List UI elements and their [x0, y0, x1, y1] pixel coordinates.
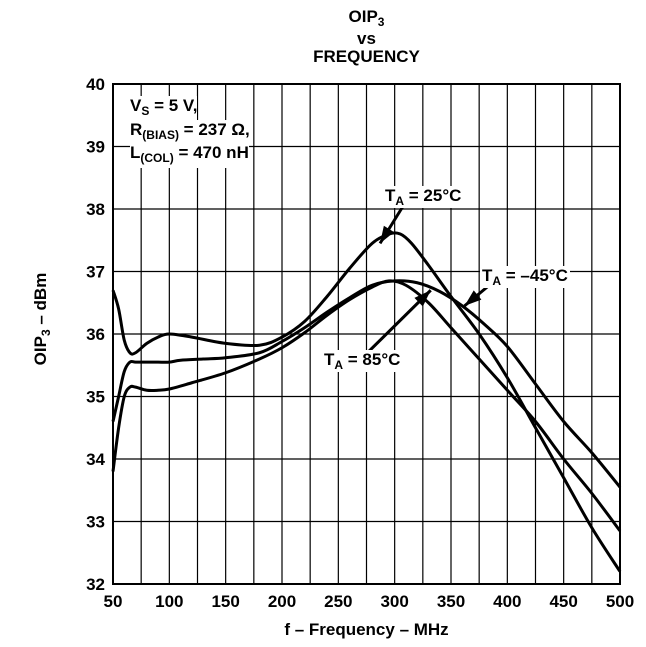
series-label-85c-sub: A — [334, 358, 344, 372]
y-tick-label: 38 — [86, 200, 105, 219]
y-axis-label-sub: 3 — [39, 329, 53, 337]
y-tick-label: 40 — [86, 75, 105, 94]
y-axis-label-suffix: – dBm — [31, 272, 50, 330]
condition-rbias-rest: = 237 Ω, — [178, 120, 250, 139]
condition-lcol: L(COL) = 470 nH — [130, 143, 249, 168]
condition-vs: VS = 5 V, — [130, 96, 198, 121]
condition-rbias-main: R — [130, 120, 143, 139]
x-tick-label: 50 — [104, 592, 123, 611]
x-tick-label: 150 — [211, 592, 239, 611]
y-tick-label: 33 — [86, 513, 105, 532]
title-vs: vs — [357, 29, 376, 48]
x-tick-label: 100 — [155, 592, 183, 611]
title-oip-sub: 3 — [377, 15, 385, 29]
y-axis-label-main: OIP — [31, 336, 50, 366]
series-label-minus45c: TA = –45°C — [480, 266, 570, 288]
series-label-25c-sub: A — [395, 194, 405, 208]
series-label-25c-main: T — [385, 186, 396, 205]
x-tick-label: 300 — [380, 592, 408, 611]
series-line-2 — [111, 279, 622, 532]
condition-vs-sub: S — [141, 104, 150, 118]
condition-vs-rest: = 5 V, — [149, 96, 198, 115]
series-label-85c: TA = 85°C — [322, 350, 403, 372]
x-tick-label: 350 — [437, 592, 465, 611]
chart-title-line3: FREQUENCY — [113, 48, 620, 66]
title-frequency: FREQUENCY — [313, 47, 420, 66]
annotation-arrow-head-0 — [380, 225, 395, 244]
condition-rbias-sub: (BIAS) — [142, 128, 179, 142]
series-label-minus45c-main: T — [482, 266, 493, 285]
series-label-25c-rest: = 25°C — [404, 186, 462, 205]
y-tick-label: 35 — [86, 388, 105, 407]
chart-title-line1: OIP3 — [113, 8, 620, 31]
y-tick-label: 32 — [86, 575, 105, 594]
condition-lcol-sub: (COL) — [140, 151, 174, 165]
series-label-85c-rest: = 85°C — [343, 350, 401, 369]
series-label-85c-main: T — [324, 350, 335, 369]
condition-rbias: R(BIAS) = 237 Ω, — [130, 120, 250, 145]
x-tick-label: 250 — [324, 592, 352, 611]
plot-frame — [112, 83, 621, 585]
series-label-minus45c-rest: = –45°C — [501, 266, 568, 285]
series-label-minus45c-sub: A — [492, 274, 502, 288]
y-tick-label: 36 — [86, 325, 105, 344]
annotation-arrow-head-2 — [414, 290, 431, 307]
y-tick-label: 37 — [86, 263, 105, 282]
x-tick-label: 200 — [268, 592, 296, 611]
x-tick-label: 450 — [549, 592, 577, 611]
x-tick-label: 500 — [606, 592, 634, 611]
y-tick-label: 34 — [86, 450, 105, 469]
y-tick-label: 39 — [86, 138, 105, 157]
title-oip: OIP — [348, 7, 378, 26]
series-line-0 — [111, 231, 622, 573]
x-axis-label: f – Frequency – MHz — [284, 620, 449, 639]
chart-title-line2: vs — [113, 30, 620, 48]
condition-vs-main: V — [130, 96, 142, 115]
condition-lcol-main: L — [130, 143, 141, 162]
condition-lcol-rest: = 470 nH — [173, 143, 249, 162]
series-label-25c: TA = 25°C — [383, 186, 464, 208]
series-line-1 — [111, 279, 622, 489]
annotation-arrow-head-1 — [464, 290, 482, 306]
x-tick-label: 400 — [493, 592, 521, 611]
y-axis-label: OIP3 – dBm — [31, 269, 53, 369]
